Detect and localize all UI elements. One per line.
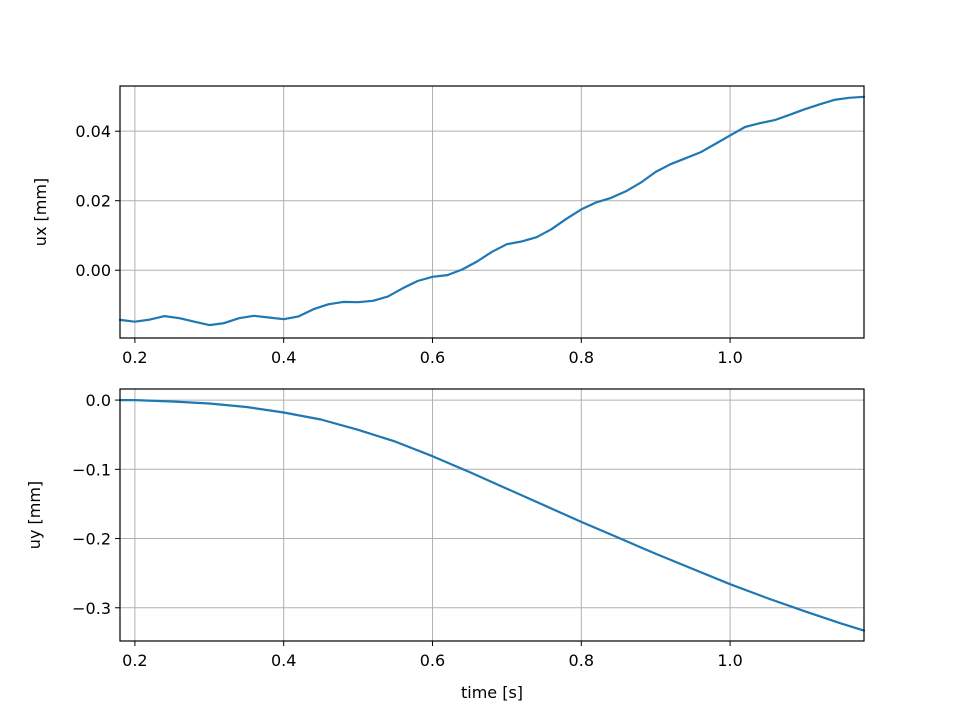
x-axis-label: time [s] [461,683,523,702]
uy-series-line [118,399,866,632]
uy-y-tick-label: −0.2 [72,530,111,549]
uy-x-tick-label: 1.0 [717,651,742,670]
ux-subplot: 0.2 0.4 0.6 0.8 1.0 0.00 0.02 0.04 ux [mm] [31,85,866,367]
uy-series [118,399,866,632]
ux-plot-frame [119,85,865,339]
uy-y-tick-label: 0.0 [86,391,111,410]
ux-x-tick-label: 1.0 [717,348,742,367]
ux-y-axis-ticks: 0.00 0.02 0.04 [75,122,120,280]
ux-x-tick-label: 0.2 [122,348,147,367]
ux-y-axis-label: ux [mm] [31,178,50,246]
uy-y-tick-label: −0.1 [72,460,111,479]
uy-x-tick-label: 0.6 [420,651,445,670]
uy-plot-frame [119,388,865,642]
ux-x-tick-label: 0.6 [420,348,445,367]
uy-x-tick-label: 0.8 [569,651,594,670]
ux-y-tick-label: 0.02 [75,192,111,211]
ux-y-tick-label: 0.00 [75,261,111,280]
uy-x-tick-label: 0.2 [122,651,147,670]
ux-x-axis-ticks: 0.2 0.4 0.6 0.8 1.0 [122,338,743,367]
ux-x-tick-label: 0.8 [569,348,594,367]
uy-y-axis-label: uy [mm] [25,481,44,549]
uy-x-tick-label: 0.4 [271,651,296,670]
uy-y-axis-ticks: 0.0 −0.1 −0.2 −0.3 [72,391,120,618]
uy-gridlines [120,389,864,641]
ux-series-line [118,95,866,327]
ux-series [118,95,866,327]
ux-y-tick-label: 0.04 [75,122,111,141]
uy-y-tick-label: −0.3 [72,599,111,618]
uy-subplot: 0.2 0.4 0.6 0.8 1.0 0.0−0.1−0.2−0.3 uy [mm] … [25,388,866,702]
ux-gridlines [120,86,864,338]
uy-x-axis-ticks: 0.2 0.4 0.6 0.8 1.0 [122,641,743,670]
ux-x-tick-label: 0.4 [271,348,296,367]
